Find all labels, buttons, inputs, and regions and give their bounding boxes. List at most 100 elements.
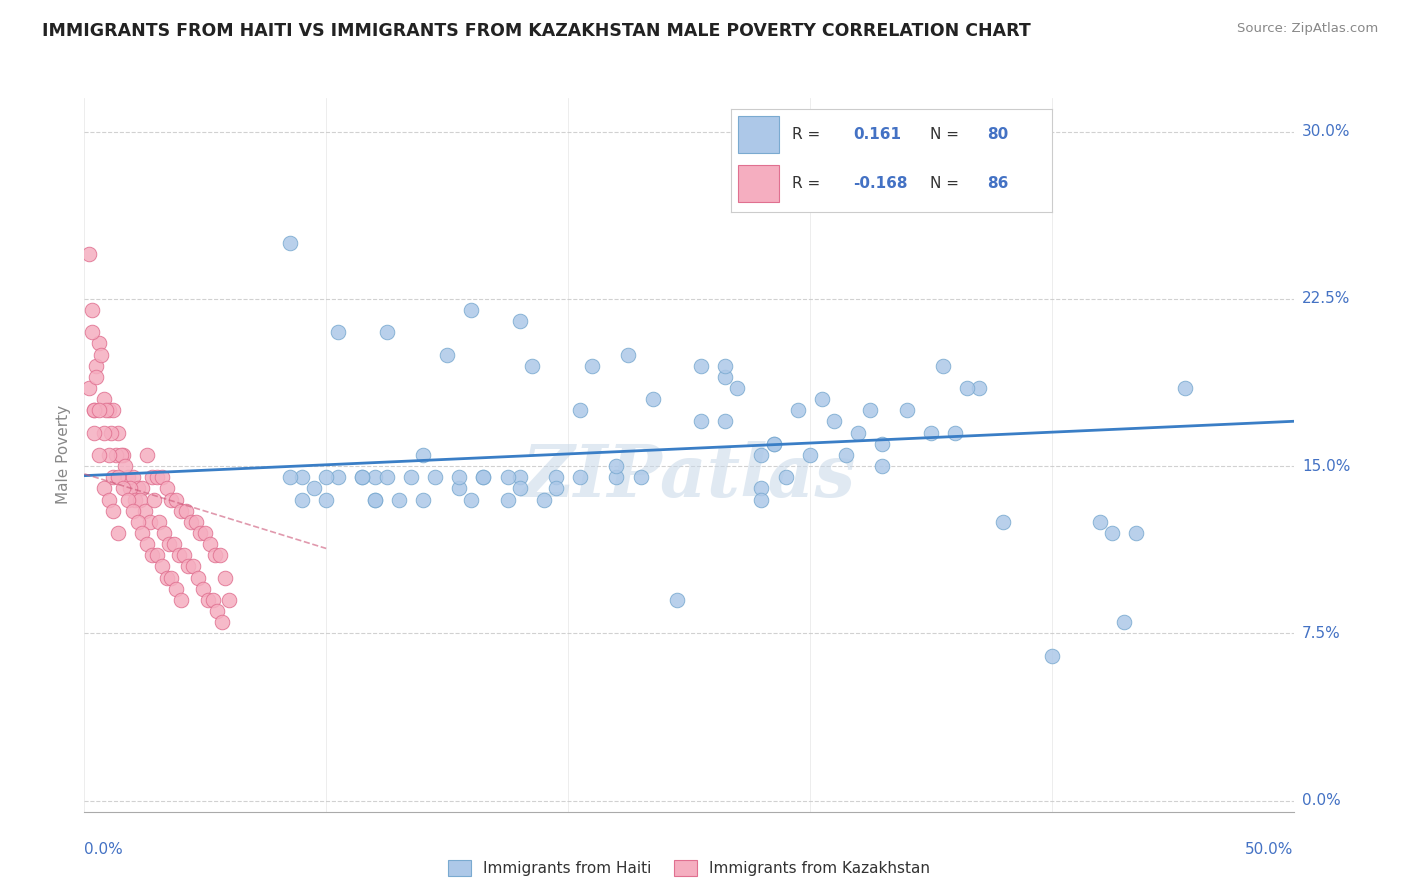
Point — [124, 492, 146, 507]
Point — [197, 592, 219, 607]
Point — [967, 381, 990, 395]
Point — [100, 425, 122, 440]
Point — [690, 414, 713, 428]
Point — [1088, 515, 1111, 529]
Point — [932, 359, 955, 373]
Point — [80, 325, 103, 339]
Point — [120, 481, 142, 495]
Point — [136, 537, 159, 551]
Point — [97, 403, 120, 417]
Point — [278, 235, 301, 250]
Point — [157, 537, 180, 551]
Point — [751, 481, 773, 495]
Point — [460, 492, 482, 507]
Point — [77, 247, 100, 261]
Point — [198, 537, 221, 551]
Point — [117, 492, 139, 507]
Text: 0.0%: 0.0% — [1302, 793, 1340, 808]
Point — [127, 515, 149, 529]
Point — [315, 492, 337, 507]
Point — [80, 303, 103, 318]
Point — [170, 503, 193, 517]
Point — [1174, 381, 1197, 395]
Point — [83, 403, 105, 417]
Point — [181, 559, 204, 574]
Point — [509, 481, 531, 495]
Text: ZIPatlas: ZIPatlas — [522, 441, 856, 512]
Point — [872, 436, 894, 450]
Point — [846, 425, 869, 440]
Point — [496, 470, 519, 484]
Point — [170, 592, 193, 607]
Point — [859, 403, 882, 417]
Point — [187, 571, 209, 585]
Point — [509, 470, 531, 484]
Text: 50.0%: 50.0% — [1246, 842, 1294, 857]
Point — [143, 492, 166, 507]
Point — [90, 347, 112, 362]
Point — [131, 526, 153, 541]
Point — [823, 414, 845, 428]
Point — [208, 548, 231, 563]
Point — [811, 392, 834, 407]
Point — [153, 526, 176, 541]
Point — [173, 548, 195, 563]
Point — [107, 526, 129, 541]
Point — [872, 458, 894, 473]
Point — [204, 548, 226, 563]
Point — [150, 470, 173, 484]
Point — [630, 470, 652, 484]
Point — [352, 470, 374, 484]
Point — [134, 503, 156, 517]
Point — [449, 481, 471, 495]
Point — [412, 492, 434, 507]
Point — [86, 359, 108, 373]
Point — [388, 492, 411, 507]
Point — [155, 481, 177, 495]
Point — [786, 403, 808, 417]
Point — [141, 548, 163, 563]
Point — [1040, 648, 1063, 663]
Point — [363, 470, 385, 484]
Point — [104, 448, 127, 462]
Point — [436, 347, 458, 362]
Point — [641, 392, 664, 407]
Point — [97, 492, 120, 507]
Y-axis label: Male Poverty: Male Poverty — [56, 405, 72, 505]
Point — [449, 470, 471, 484]
Text: IMMIGRANTS FROM HAITI VS IMMIGRANTS FROM KAZAKHSTAN MALE POVERTY CORRELATION CHA: IMMIGRANTS FROM HAITI VS IMMIGRANTS FROM… — [42, 22, 1031, 40]
Point — [83, 403, 105, 417]
Point — [148, 515, 170, 529]
Point — [544, 470, 567, 484]
Point — [150, 559, 173, 574]
Point — [375, 470, 398, 484]
Point — [328, 470, 350, 484]
Point — [93, 481, 115, 495]
Point — [617, 347, 640, 362]
Point — [138, 515, 160, 529]
Point — [112, 481, 135, 495]
Point — [86, 369, 108, 384]
Point — [127, 481, 149, 495]
Point — [184, 515, 207, 529]
Point — [160, 492, 183, 507]
Point — [956, 381, 979, 395]
Point — [167, 548, 190, 563]
Point — [762, 436, 785, 450]
Point — [103, 503, 125, 517]
Point — [160, 571, 183, 585]
Point — [87, 336, 110, 351]
Text: 0.0%: 0.0% — [84, 842, 124, 857]
Text: 7.5%: 7.5% — [1302, 626, 1340, 640]
Point — [496, 492, 519, 507]
Point — [835, 448, 858, 462]
Point — [278, 470, 301, 484]
Point — [107, 425, 129, 440]
Point — [103, 403, 125, 417]
Point — [141, 470, 163, 484]
Point — [218, 592, 240, 607]
Point — [146, 470, 169, 484]
Point — [165, 492, 187, 507]
Point — [190, 526, 212, 541]
Point — [605, 458, 627, 473]
